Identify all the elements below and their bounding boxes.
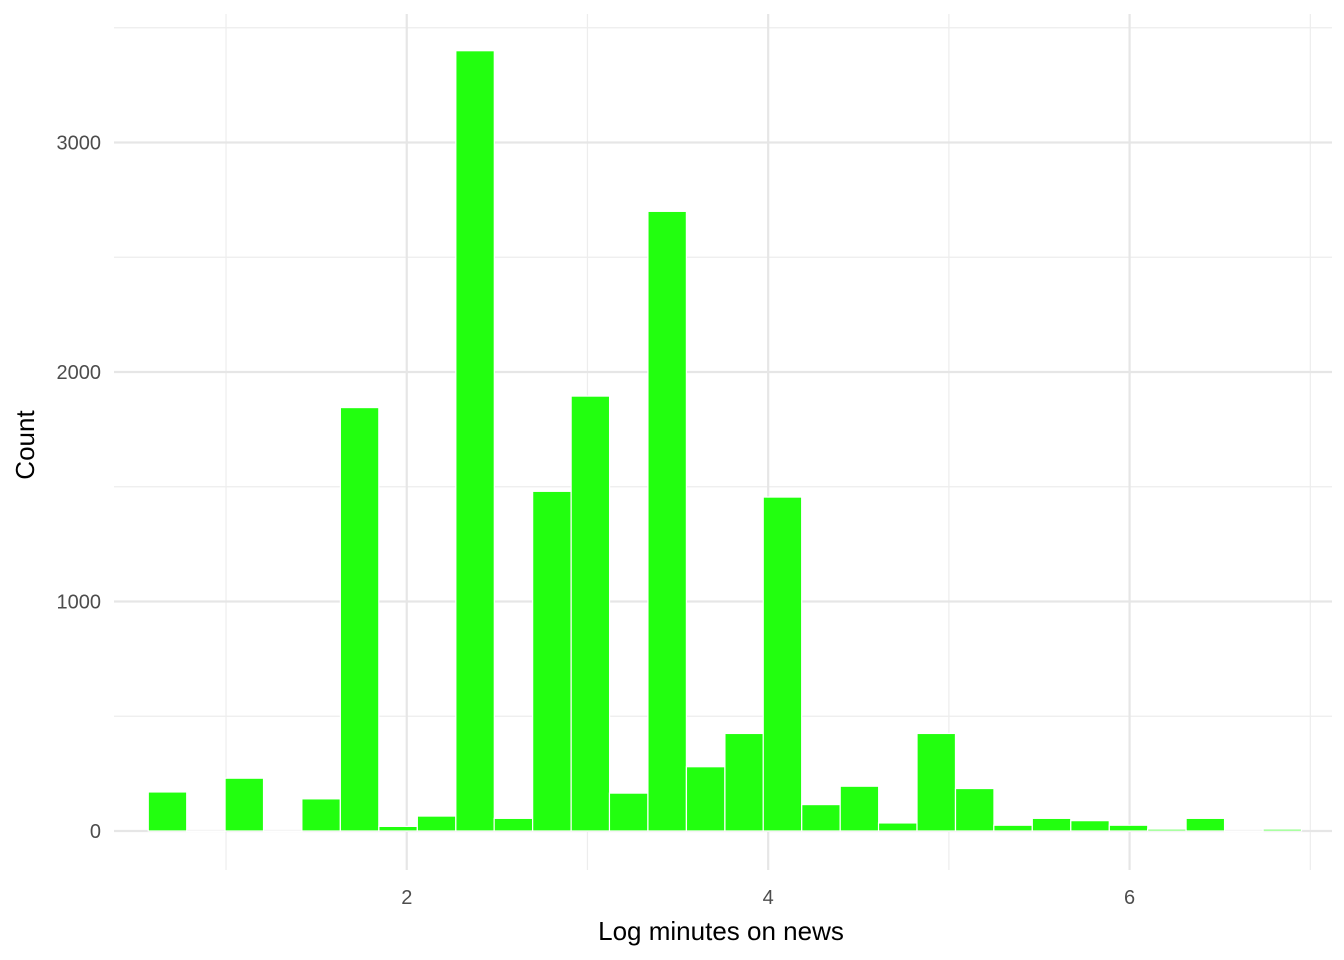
histogram-bar-5	[339, 406, 380, 832]
minor-gridlines	[114, 14, 1332, 870]
y-tick-label: 3000	[57, 133, 102, 155]
histogram-bar-11	[570, 395, 611, 832]
y-tick-label: 1000	[57, 591, 102, 613]
histogram-bar-16	[762, 496, 803, 832]
histogram-bar-12	[608, 792, 649, 832]
histogram-bar-15	[724, 732, 764, 832]
histogram-bar-19	[877, 822, 918, 832]
major-gridlines	[114, 14, 1332, 870]
histogram-bar-14	[685, 766, 726, 832]
histogram-bar-3	[262, 830, 303, 833]
histogram-bar-21	[954, 787, 995, 832]
x-tick-label: 2	[401, 887, 412, 909]
histogram-bar-25	[1108, 824, 1149, 832]
histogram-bar-13	[647, 210, 687, 832]
histogram-bar-22	[993, 824, 1033, 832]
histogram-bars	[147, 50, 1303, 833]
histogram-bar-29	[1262, 828, 1303, 832]
histogram-bar-7	[416, 815, 457, 832]
x-axis-title: Log minutes on news	[598, 916, 844, 946]
y-tick-label: 0	[90, 821, 101, 843]
histogram-bar-26	[1147, 828, 1187, 832]
histogram-bar-8	[455, 50, 495, 832]
histogram-bar-10	[532, 490, 572, 832]
histogram-bar-2	[224, 777, 265, 832]
y-axis-title: Count	[10, 410, 40, 480]
y-axis-tick-labels: 0 1000 2000 3000	[57, 133, 102, 843]
x-axis-tick-labels: 2 4 6	[401, 887, 1135, 909]
x-tick-label: 6	[1124, 887, 1135, 909]
histogram-bar-20	[916, 732, 957, 832]
histogram-bar-28	[1223, 830, 1264, 833]
histogram-bar-17	[801, 803, 841, 832]
x-tick-label: 4	[763, 887, 774, 909]
histogram-bar-6	[378, 825, 418, 832]
histogram-bar-18	[839, 785, 880, 832]
histogram-bar-27	[1185, 817, 1226, 832]
histogram-bar-24	[1070, 820, 1110, 832]
histogram-bar-9	[493, 817, 534, 832]
histogram-bar-1	[185, 830, 226, 833]
histogram-bar-0	[147, 791, 188, 832]
histogram-bar-23	[1031, 817, 1072, 832]
histogram-bar-4	[301, 798, 341, 832]
y-tick-label: 2000	[57, 362, 102, 384]
